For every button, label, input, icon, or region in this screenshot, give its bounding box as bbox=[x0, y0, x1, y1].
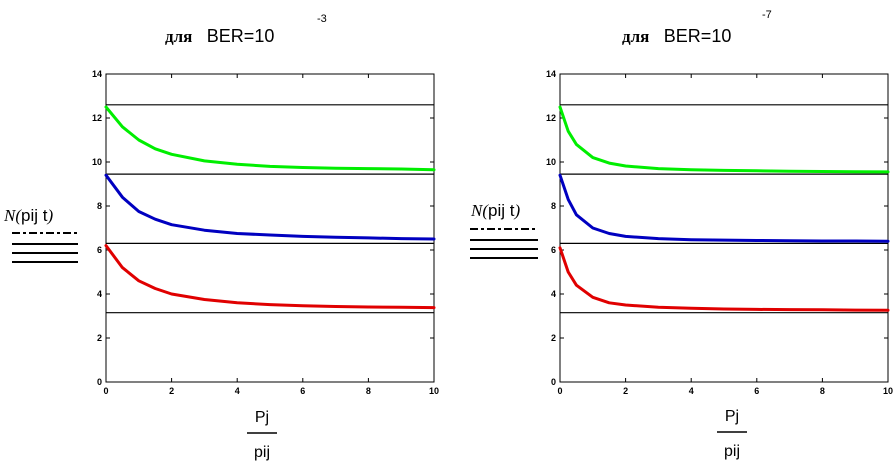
right-y-tick-label: 8 bbox=[551, 201, 556, 211]
right-x-tick-label: 10 bbox=[883, 386, 893, 396]
left-x-tick-label: 10 bbox=[429, 386, 439, 396]
right-x-tick-label: 2 bbox=[623, 386, 628, 396]
right-y-tick-label: 10 bbox=[546, 157, 556, 167]
chart-left: для BER=10 -3 0 2 4 6 8 10 0 2 4 6 8 10 12 14 N(pij t… bbox=[3, 13, 439, 461]
chart-right-ylabel-args: pij t bbox=[488, 201, 515, 220]
chart-left-ticks: 0 2 4 6 8 10 0 2 4 6 8 10 12 14 bbox=[92, 69, 439, 396]
chart-right-title-exponent: -7 bbox=[762, 9, 772, 21]
right-y-tick-label: 0 bbox=[551, 377, 556, 387]
chart-left-ylabel-legend-marks bbox=[12, 232, 78, 263]
chart-right-xlabel-denominator: pij bbox=[724, 443, 740, 460]
left-y-tick-label: 6 bbox=[97, 245, 102, 255]
chart-left-series bbox=[104, 105, 436, 310]
left-x-tick-label: 6 bbox=[300, 386, 305, 396]
right-y-tick-label: 2 bbox=[551, 333, 556, 343]
chart-right-xlabel-numerator: Pj bbox=[725, 408, 739, 425]
right-series-line-3 bbox=[558, 246, 890, 312]
right-x-tick-label: 8 bbox=[820, 386, 825, 396]
chart-right: для BER=10 -7 0 2 4 6 8 10 0 2 4 6 8 10 12 14 N(pij t… bbox=[470, 9, 893, 460]
chart-right-plot-frame bbox=[559, 73, 889, 383]
chart-left-xlabel-numerator: Pj bbox=[255, 409, 269, 426]
chart-left-ylabel: N(pij t) bbox=[3, 206, 53, 225]
chart-right-ticks: 0 2 4 6 8 10 0 2 4 6 8 10 12 14 bbox=[546, 69, 893, 396]
left-series-line-2 bbox=[104, 173, 436, 241]
chart-left-title: для BER=10 bbox=[165, 26, 274, 46]
left-series-line-1 bbox=[104, 105, 436, 172]
left-x-tick-label: 8 bbox=[366, 386, 371, 396]
chart-right-ylabel-legend-marks bbox=[470, 228, 538, 259]
chart-left-plot-frame bbox=[105, 73, 435, 383]
chart-left-ylabel-args: pij t bbox=[21, 206, 48, 225]
chart-right-series bbox=[558, 105, 890, 312]
right-series-line-1 bbox=[558, 105, 890, 174]
right-y-tick-label: 12 bbox=[546, 113, 556, 123]
chart-right-title-text: BER=10 bbox=[664, 26, 732, 46]
right-series-line-2 bbox=[558, 173, 890, 243]
right-y-tick-label: 6 bbox=[551, 245, 556, 255]
left-y-tick-label: 0 bbox=[97, 377, 102, 387]
right-y-tick-label: 4 bbox=[551, 289, 556, 299]
chart-left-xlabel-denominator: pij bbox=[254, 444, 270, 461]
left-y-tick-label: 8 bbox=[97, 201, 102, 211]
chart-right-title: для BER=10 bbox=[622, 26, 731, 46]
chart-left-ylabel-func: N bbox=[3, 206, 17, 225]
chart-left-title-exponent: -3 bbox=[317, 13, 327, 25]
right-y-tick-label: 14 bbox=[546, 69, 556, 79]
left-y-tick-label: 2 bbox=[97, 333, 102, 343]
right-x-tick-label: 6 bbox=[754, 386, 759, 396]
left-x-tick-label: 4 bbox=[235, 386, 240, 396]
left-x-tick-label: 0 bbox=[103, 386, 108, 396]
left-y-tick-label: 4 bbox=[97, 289, 102, 299]
left-series-line-3 bbox=[104, 244, 436, 310]
chart-right-ylabel-func: N bbox=[470, 201, 484, 220]
left-y-tick-label: 10 bbox=[92, 157, 102, 167]
chart-left-title-text: BER=10 bbox=[207, 26, 275, 46]
chart-left-reference-lines bbox=[106, 104, 434, 314]
chart-right-title-prefix: для bbox=[622, 27, 649, 46]
chart-left-title-prefix: для bbox=[165, 27, 192, 46]
right-x-tick-label: 0 bbox=[557, 386, 562, 396]
left-x-tick-label: 2 bbox=[169, 386, 174, 396]
left-y-tick-label: 12 bbox=[92, 113, 102, 123]
right-x-tick-label: 4 bbox=[689, 386, 694, 396]
left-y-tick-label: 14 bbox=[92, 69, 102, 79]
chart-right-reference-lines bbox=[560, 104, 888, 314]
chart-right-ylabel: N(pij t) bbox=[470, 201, 520, 220]
